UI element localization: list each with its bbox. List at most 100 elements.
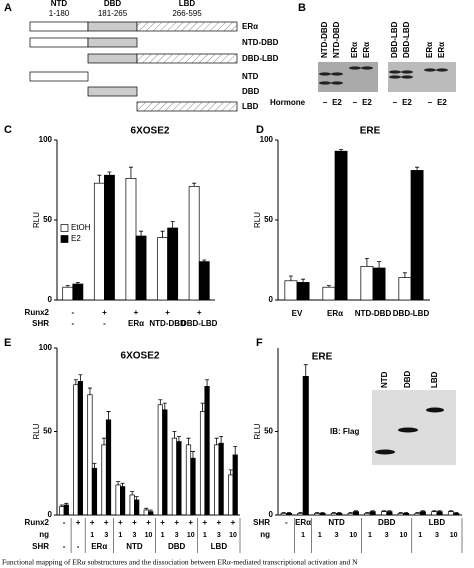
x-tick-label: 1 <box>203 532 207 539</box>
domain-range: 181-265 <box>98 9 128 18</box>
bar <box>62 286 74 301</box>
error-bar <box>130 491 135 495</box>
runx2-label: + <box>174 518 179 527</box>
band <box>349 66 361 70</box>
bar <box>87 394 93 516</box>
error-bar <box>65 285 70 288</box>
error-bar <box>160 230 165 238</box>
error-bar <box>303 364 308 377</box>
bar <box>176 441 182 516</box>
bar <box>431 511 438 516</box>
construct-label: DBD <box>242 87 260 96</box>
x-tick-label: 1 <box>418 532 422 539</box>
band <box>398 427 418 433</box>
domain-block <box>87 86 138 97</box>
bar <box>105 419 112 516</box>
bar <box>302 376 309 516</box>
group-label: DBD <box>378 518 396 527</box>
runx2-label: + <box>76 518 81 527</box>
group-label: - <box>63 542 66 551</box>
row-label: Runx2 <box>25 308 50 317</box>
error-bar <box>288 275 293 281</box>
error-bar <box>176 436 181 442</box>
error-bar <box>382 510 387 512</box>
domain-range: 1-180 <box>49 9 70 18</box>
bar <box>199 411 206 516</box>
bar <box>297 512 304 516</box>
bar <box>330 512 337 516</box>
caption: Functional mapping of ERα substructures … <box>2 558 358 567</box>
row-label: SHR <box>32 319 49 328</box>
error-bar <box>365 512 370 514</box>
group-label: LBD <box>211 542 228 551</box>
runx2-label: - <box>71 308 74 317</box>
hormone-row-label: Hormone <box>270 98 306 107</box>
bar <box>214 444 220 516</box>
error-bar <box>78 374 83 382</box>
runx2-label: + <box>132 518 137 527</box>
runx2-label: + <box>197 308 202 317</box>
group-label: ERα <box>91 542 107 551</box>
chart-title: 6XOSE2 <box>121 351 160 362</box>
error-bar <box>172 431 177 439</box>
error-bar <box>128 166 133 179</box>
bar <box>436 511 443 516</box>
y-tick-label: 100 <box>260 135 274 144</box>
x-tick-label: - <box>71 319 74 328</box>
group-label: - <box>77 542 80 551</box>
construct-label: DBD-LBD <box>242 54 279 63</box>
error-bar <box>116 481 121 485</box>
error-bar <box>420 510 425 512</box>
x-tick-label: 3 <box>175 532 179 539</box>
error-bar <box>106 411 111 420</box>
bar <box>72 283 84 301</box>
legend-label: EtOH <box>71 223 91 232</box>
bar <box>104 174 115 301</box>
error-bar <box>287 512 292 514</box>
error-bar <box>415 166 420 171</box>
error-bar <box>59 504 64 507</box>
y-tick-label: 100 <box>39 135 53 144</box>
panel-letter: B <box>298 2 306 14</box>
error-bar <box>402 272 407 278</box>
bar <box>188 186 200 301</box>
error-bar <box>301 278 306 283</box>
bar <box>198 261 210 301</box>
x-tick-label: 1 <box>318 532 322 539</box>
error-bar <box>162 402 167 410</box>
bar <box>447 511 454 516</box>
group-label: ERα <box>295 518 311 527</box>
bar <box>204 386 210 516</box>
bar <box>157 237 168 301</box>
band <box>389 75 401 79</box>
x-tick-label: 3 <box>335 532 339 539</box>
x-tick-label: 3 <box>217 532 221 539</box>
y-tick-label: 0 <box>269 295 274 304</box>
construct-label: NTD <box>242 72 259 81</box>
runx2-label: + <box>165 308 170 317</box>
lane-label: DBD-LBD <box>402 21 411 58</box>
inset-lane-label: DBD <box>403 370 412 388</box>
y-tick-label: 50 <box>264 215 273 224</box>
error-bar <box>102 437 107 445</box>
error-bar <box>107 171 112 176</box>
bar <box>119 486 126 516</box>
bar <box>369 511 376 516</box>
bar <box>347 512 354 516</box>
band <box>389 70 401 74</box>
bar <box>280 512 287 516</box>
error-bar <box>170 221 175 228</box>
band <box>331 81 343 85</box>
lane-label: DBD-LBD <box>390 21 399 58</box>
bar <box>135 235 147 301</box>
bar <box>296 282 310 301</box>
x-tick-label: DBD-LBD <box>393 309 430 318</box>
band <box>401 70 413 74</box>
bar <box>218 442 224 516</box>
hormone-label: – <box>323 98 328 107</box>
bar <box>398 277 412 301</box>
error-bar <box>315 512 320 514</box>
bar <box>185 444 192 516</box>
error-bar <box>387 510 392 512</box>
error-bar <box>92 462 97 469</box>
